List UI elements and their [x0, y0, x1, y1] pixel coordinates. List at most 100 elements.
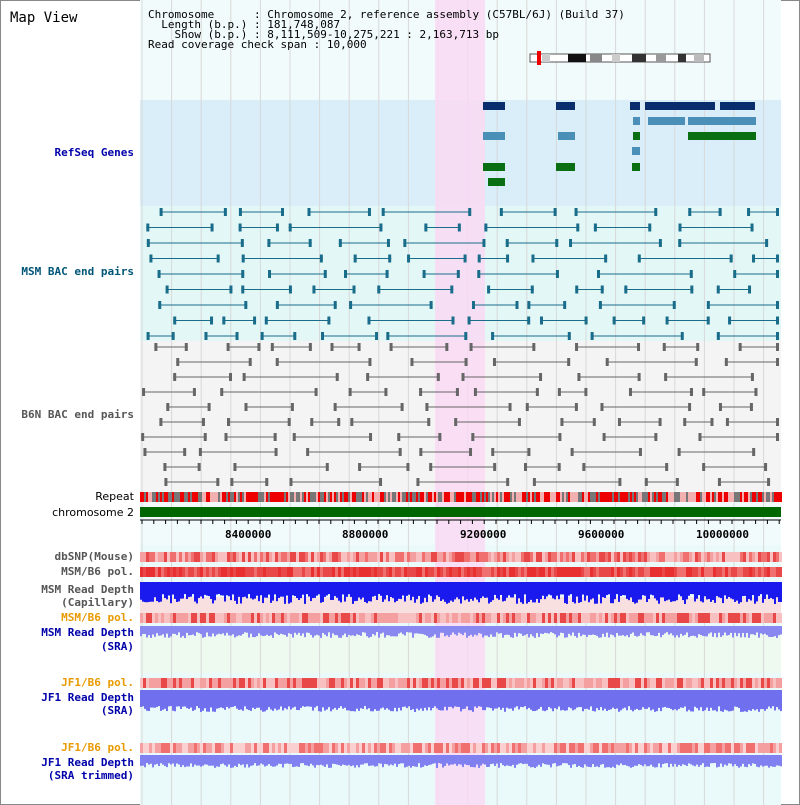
track-label-jf1-depth-sra-1[interactable]: JF1 Read Depth — [41, 691, 134, 704]
depth-bar — [684, 626, 686, 635]
depth-bar — [320, 755, 322, 765]
depth-bar — [390, 755, 392, 765]
pol-block — [368, 743, 371, 753]
pol-block — [209, 552, 212, 562]
depth-bar — [392, 755, 394, 766]
depth-bar — [628, 582, 630, 601]
track-label-msm-depth-cap-1[interactable]: MSM Read Depth — [41, 583, 134, 596]
track-label-msm-depth-sra-1[interactable]: MSM Read Depth — [41, 626, 134, 639]
depth-bar — [678, 582, 680, 595]
depth-bar — [466, 582, 468, 600]
highlight-region — [435, 0, 485, 805]
bac-end-marker — [493, 463, 497, 471]
depth-bar — [576, 755, 578, 768]
pol-block — [272, 567, 275, 577]
pol-block — [698, 613, 701, 623]
pol-block — [467, 743, 470, 753]
pol-block — [392, 552, 395, 562]
bac-end-marker — [577, 373, 581, 381]
depth-bar — [358, 690, 360, 711]
pol-block — [524, 567, 527, 577]
depth-bar — [438, 582, 440, 597]
depth-bar — [658, 626, 660, 633]
track-label-jf1-b6-pol-2[interactable]: JF1/B6 pol. — [61, 741, 134, 754]
bac-end-marker — [159, 208, 163, 216]
repeat-element — [768, 492, 770, 502]
depth-bar — [578, 690, 580, 708]
repeat-element — [274, 492, 276, 502]
depth-bar — [512, 582, 514, 598]
pol-block — [632, 567, 635, 577]
pol-block — [302, 743, 305, 753]
repeat-element — [700, 492, 702, 502]
depth-bar — [244, 626, 246, 633]
repeat-element — [698, 492, 700, 502]
pol-block — [218, 678, 221, 688]
depth-bar — [440, 690, 442, 711]
depth-bar — [464, 626, 466, 633]
pol-block — [611, 743, 614, 753]
pol-block — [140, 552, 143, 562]
pol-block — [524, 743, 527, 753]
track-label-msm-b6-pol-1[interactable]: MSM/B6 pol. — [61, 565, 134, 578]
bac-end-marker — [327, 316, 331, 325]
pol-block — [227, 678, 230, 688]
depth-bar — [774, 690, 776, 711]
bac-end-marker — [419, 448, 423, 456]
track-label-jf1-b6-pol-1[interactable]: JF1/B6 pol. — [61, 676, 134, 689]
depth-bar — [520, 626, 522, 634]
depth-bar — [598, 755, 600, 768]
depth-bar — [710, 582, 712, 602]
depth-bar — [460, 582, 462, 604]
depth-bar — [678, 626, 680, 638]
depth-bar — [778, 755, 780, 766]
track-label-refseq[interactable]: RefSeq Genes — [54, 146, 134, 159]
depth-bar — [216, 755, 218, 767]
repeat-element — [418, 492, 420, 502]
pol-block — [722, 567, 725, 577]
track-label-msm-b6-pol-2[interactable]: MSM/B6 pol. — [61, 611, 134, 624]
track-label-dbsnp[interactable]: dbSNP(Mouse) — [54, 550, 134, 563]
repeat-element — [576, 492, 578, 502]
depth-bar — [600, 582, 602, 604]
depth-bar — [386, 626, 388, 636]
depth-bar — [318, 755, 320, 766]
pol-block — [656, 567, 659, 577]
pol-block — [551, 552, 554, 562]
pol-block — [581, 567, 584, 577]
repeat-element — [412, 492, 414, 502]
depth-bar — [354, 690, 356, 712]
track-label-b6n-bac[interactable]: B6N BAC end pairs — [21, 408, 134, 421]
pol-block — [359, 743, 362, 753]
pol-block — [611, 552, 614, 562]
depth-bar — [750, 690, 752, 711]
bac-end-marker — [159, 418, 163, 426]
depth-bar — [164, 626, 166, 638]
depth-bar — [178, 582, 180, 602]
pol-block — [638, 743, 641, 753]
pol-block — [479, 567, 482, 577]
depth-bar — [508, 582, 510, 596]
bac-end-marker — [618, 478, 622, 486]
depth-bar — [406, 582, 408, 596]
bac-end-marker — [337, 418, 341, 426]
track-label-msm-bac[interactable]: MSM BAC end pairs — [21, 265, 134, 278]
bac-end-marker — [325, 463, 329, 471]
depth-bar — [166, 582, 168, 600]
depth-bar — [284, 755, 286, 764]
depth-bar — [146, 755, 148, 764]
pol-block — [470, 552, 473, 562]
depth-bar — [174, 626, 176, 634]
depth-bar — [590, 755, 592, 768]
depth-bar — [240, 582, 242, 604]
depth-bar — [602, 690, 604, 711]
pol-block — [236, 567, 239, 577]
pol-block — [455, 743, 458, 753]
axis-tick-label: 9200000 — [460, 528, 507, 541]
depth-bar — [268, 626, 270, 637]
track-label-jf1-depth-trim-1[interactable]: JF1 Read Depth — [41, 756, 134, 769]
depth-bar — [524, 626, 526, 636]
depth-bar — [538, 626, 540, 638]
bac-end-marker — [725, 418, 729, 426]
